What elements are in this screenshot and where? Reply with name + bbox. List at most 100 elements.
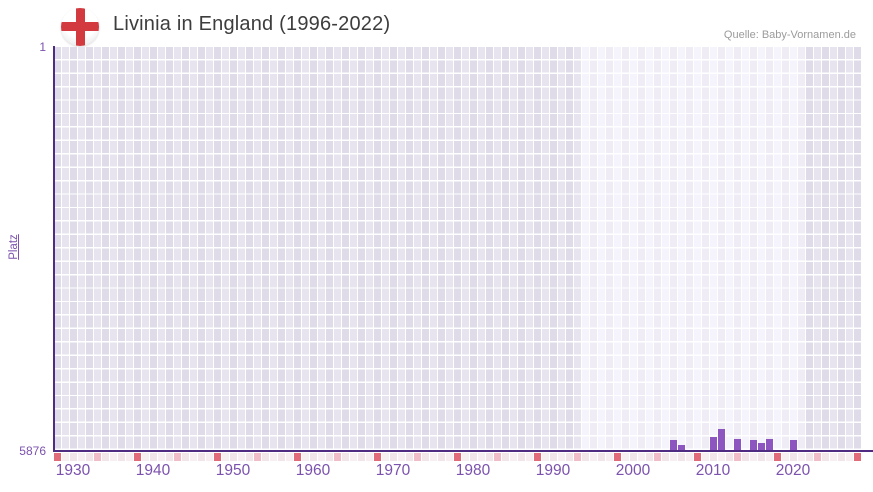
tick-strip-cell [245, 453, 253, 461]
x-tick-label-1970: 1970 [375, 462, 411, 479]
tick-strip-cell [717, 453, 725, 461]
tick-strip-cell [357, 453, 365, 461]
tick-strip-cell [77, 453, 85, 461]
rank-bar-2013[interactable] [733, 439, 741, 450]
rank-bar-2010[interactable] [709, 437, 717, 450]
tick-strip-cell [837, 453, 845, 461]
minor-tick-1928 [53, 453, 61, 461]
minor-tick-1998 [613, 453, 621, 461]
minor-tick-1983 [493, 453, 501, 461]
tick-strip-cell [141, 453, 149, 461]
minor-tick-2013 [733, 453, 741, 461]
x-tick-label-1960: 1960 [295, 462, 331, 479]
tick-strip-cell [749, 453, 757, 461]
tick-strip-cell [597, 453, 605, 461]
minor-tick-1968 [373, 453, 381, 461]
bars-layer [53, 47, 863, 450]
tick-strip-cell [669, 453, 677, 461]
tick-strip-cell [61, 453, 69, 461]
tick-strip-cell [301, 453, 309, 461]
tick-strip-cell [581, 453, 589, 461]
x-tick-label-2020: 2020 [775, 462, 811, 479]
x-axis-line [53, 450, 873, 452]
tick-strip-cell [165, 453, 173, 461]
tick-strip-cell [621, 453, 629, 461]
tick-strip-cell [277, 453, 285, 461]
y-axis-top-tick: 1 [39, 40, 46, 54]
tick-strip-cell [525, 453, 533, 461]
grid-row-lines [53, 47, 863, 450]
tick-strip-cell [381, 453, 389, 461]
rank-bar-2016[interactable] [757, 443, 765, 450]
minor-tick-1993 [573, 453, 581, 461]
tick-strip-cell [661, 453, 669, 461]
tick-strip-cell [557, 453, 565, 461]
minor-tick-2028 [853, 453, 861, 461]
tick-strip-cell [685, 453, 693, 461]
tick-strip-cell [189, 453, 197, 461]
minor-tick-1933 [93, 453, 101, 461]
minor-tick-2018 [773, 453, 781, 461]
x-axis-labels: 1930 1940 1950 1960 1970 1980 1990 2000 2010 2020 [0, 462, 873, 482]
tick-strip-cell [421, 453, 429, 461]
tick-strip-cell [397, 453, 405, 461]
tick-strip-cell [725, 453, 733, 461]
minor-tick-2023 [813, 453, 821, 461]
minor-tick-2003 [653, 453, 661, 461]
tick-strip-cell [565, 453, 573, 461]
tick-strip-cell [629, 453, 637, 461]
tick-strip-cell [845, 453, 853, 461]
rank-bar-2017[interactable] [765, 439, 773, 450]
tick-strip-cell [781, 453, 789, 461]
tick-strip-cell [229, 453, 237, 461]
x-tick-label-1990: 1990 [535, 462, 571, 479]
rank-bar-2006[interactable] [677, 444, 685, 450]
tick-strip-cell [645, 453, 653, 461]
rank-bar-2011[interactable] [717, 428, 725, 450]
tick-strip-cell [637, 453, 645, 461]
tick-strip-cell [437, 453, 445, 461]
tick-strip-cell [197, 453, 205, 461]
y-axis-label[interactable]: Platz [8, 234, 20, 260]
minor-tick-1958 [293, 453, 301, 461]
tick-strip-cell [309, 453, 317, 461]
tick-strip-cell [757, 453, 765, 461]
tick-strip-cell [741, 453, 749, 461]
tick-strip-cell [709, 453, 717, 461]
tick-strip-cell [317, 453, 325, 461]
rank-bar-2020[interactable] [789, 440, 797, 450]
tick-strip-cell [261, 453, 269, 461]
minor-tick-1973 [413, 453, 421, 461]
tick-strip-cell [485, 453, 493, 461]
rank-bar-2005[interactable] [669, 439, 677, 450]
minor-tick-1988 [533, 453, 541, 461]
plot-area [53, 47, 863, 450]
tick-strip-cell [101, 453, 109, 461]
tick-strip-cell [85, 453, 93, 461]
flag-cross-vertical [75, 8, 85, 46]
tick-strip-cell [205, 453, 213, 461]
minor-tick-1963 [333, 453, 341, 461]
tick-strip-cell [549, 453, 557, 461]
tick-strip-cell [501, 453, 509, 461]
tick-strip-cell [285, 453, 293, 461]
tick-strip-cell [765, 453, 773, 461]
tick-strip-cell [269, 453, 277, 461]
rank-bar-2015[interactable] [749, 440, 757, 450]
tick-strip-cell [221, 453, 229, 461]
x-tick-label-1940: 1940 [135, 462, 171, 479]
tick-strip-cell [821, 453, 829, 461]
x-tick-label-1980: 1980 [455, 462, 491, 479]
tick-strip-cell [701, 453, 709, 461]
tick-strip-cell [405, 453, 413, 461]
tick-strip-cell [429, 453, 437, 461]
tick-strip-cell [469, 453, 477, 461]
tick-strip-cell [365, 453, 373, 461]
tick-strip-cell [237, 453, 245, 461]
minor-tick-1943 [173, 453, 181, 461]
tick-strip-cell [349, 453, 357, 461]
tick-strip-cell [589, 453, 597, 461]
tick-strip-cell [789, 453, 797, 461]
tick-strip-cell [797, 453, 805, 461]
